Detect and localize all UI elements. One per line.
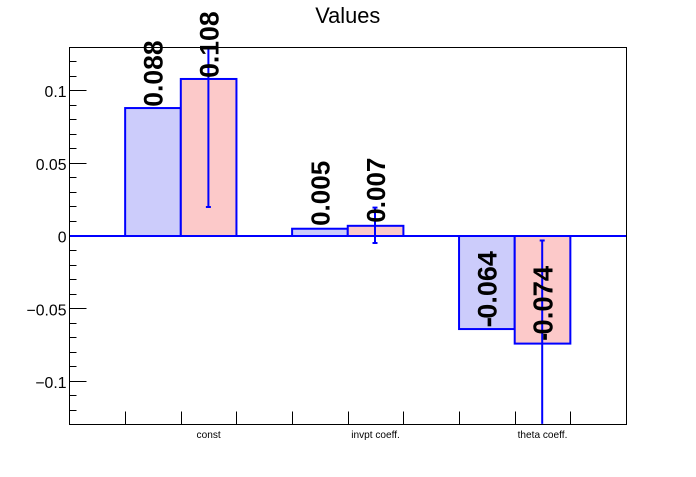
- svg-text:0.05: 0.05: [36, 157, 67, 174]
- svg-text:0: 0: [58, 230, 67, 247]
- svg-text:0.1: 0.1: [45, 84, 67, 101]
- svg-text:0.108: 0.108: [194, 11, 224, 78]
- svg-text:0.074: 0.074: [528, 265, 559, 335]
- svg-text:const: const: [197, 430, 221, 441]
- svg-text:0.005: 0.005: [305, 161, 335, 226]
- svg-text:Values: Values: [315, 3, 380, 28]
- svg-text:invpt coeff.: invpt coeff.: [351, 430, 400, 441]
- svg-text:theta coeff.: theta coeff.: [518, 430, 568, 441]
- svg-text:0.064: 0.064: [473, 251, 503, 319]
- svg-text:0.088: 0.088: [139, 40, 169, 106]
- svg-text:−0.05: −0.05: [27, 302, 67, 319]
- svg-text:0.007: 0.007: [361, 158, 391, 223]
- svg-text:−0.1: −0.1: [35, 375, 66, 392]
